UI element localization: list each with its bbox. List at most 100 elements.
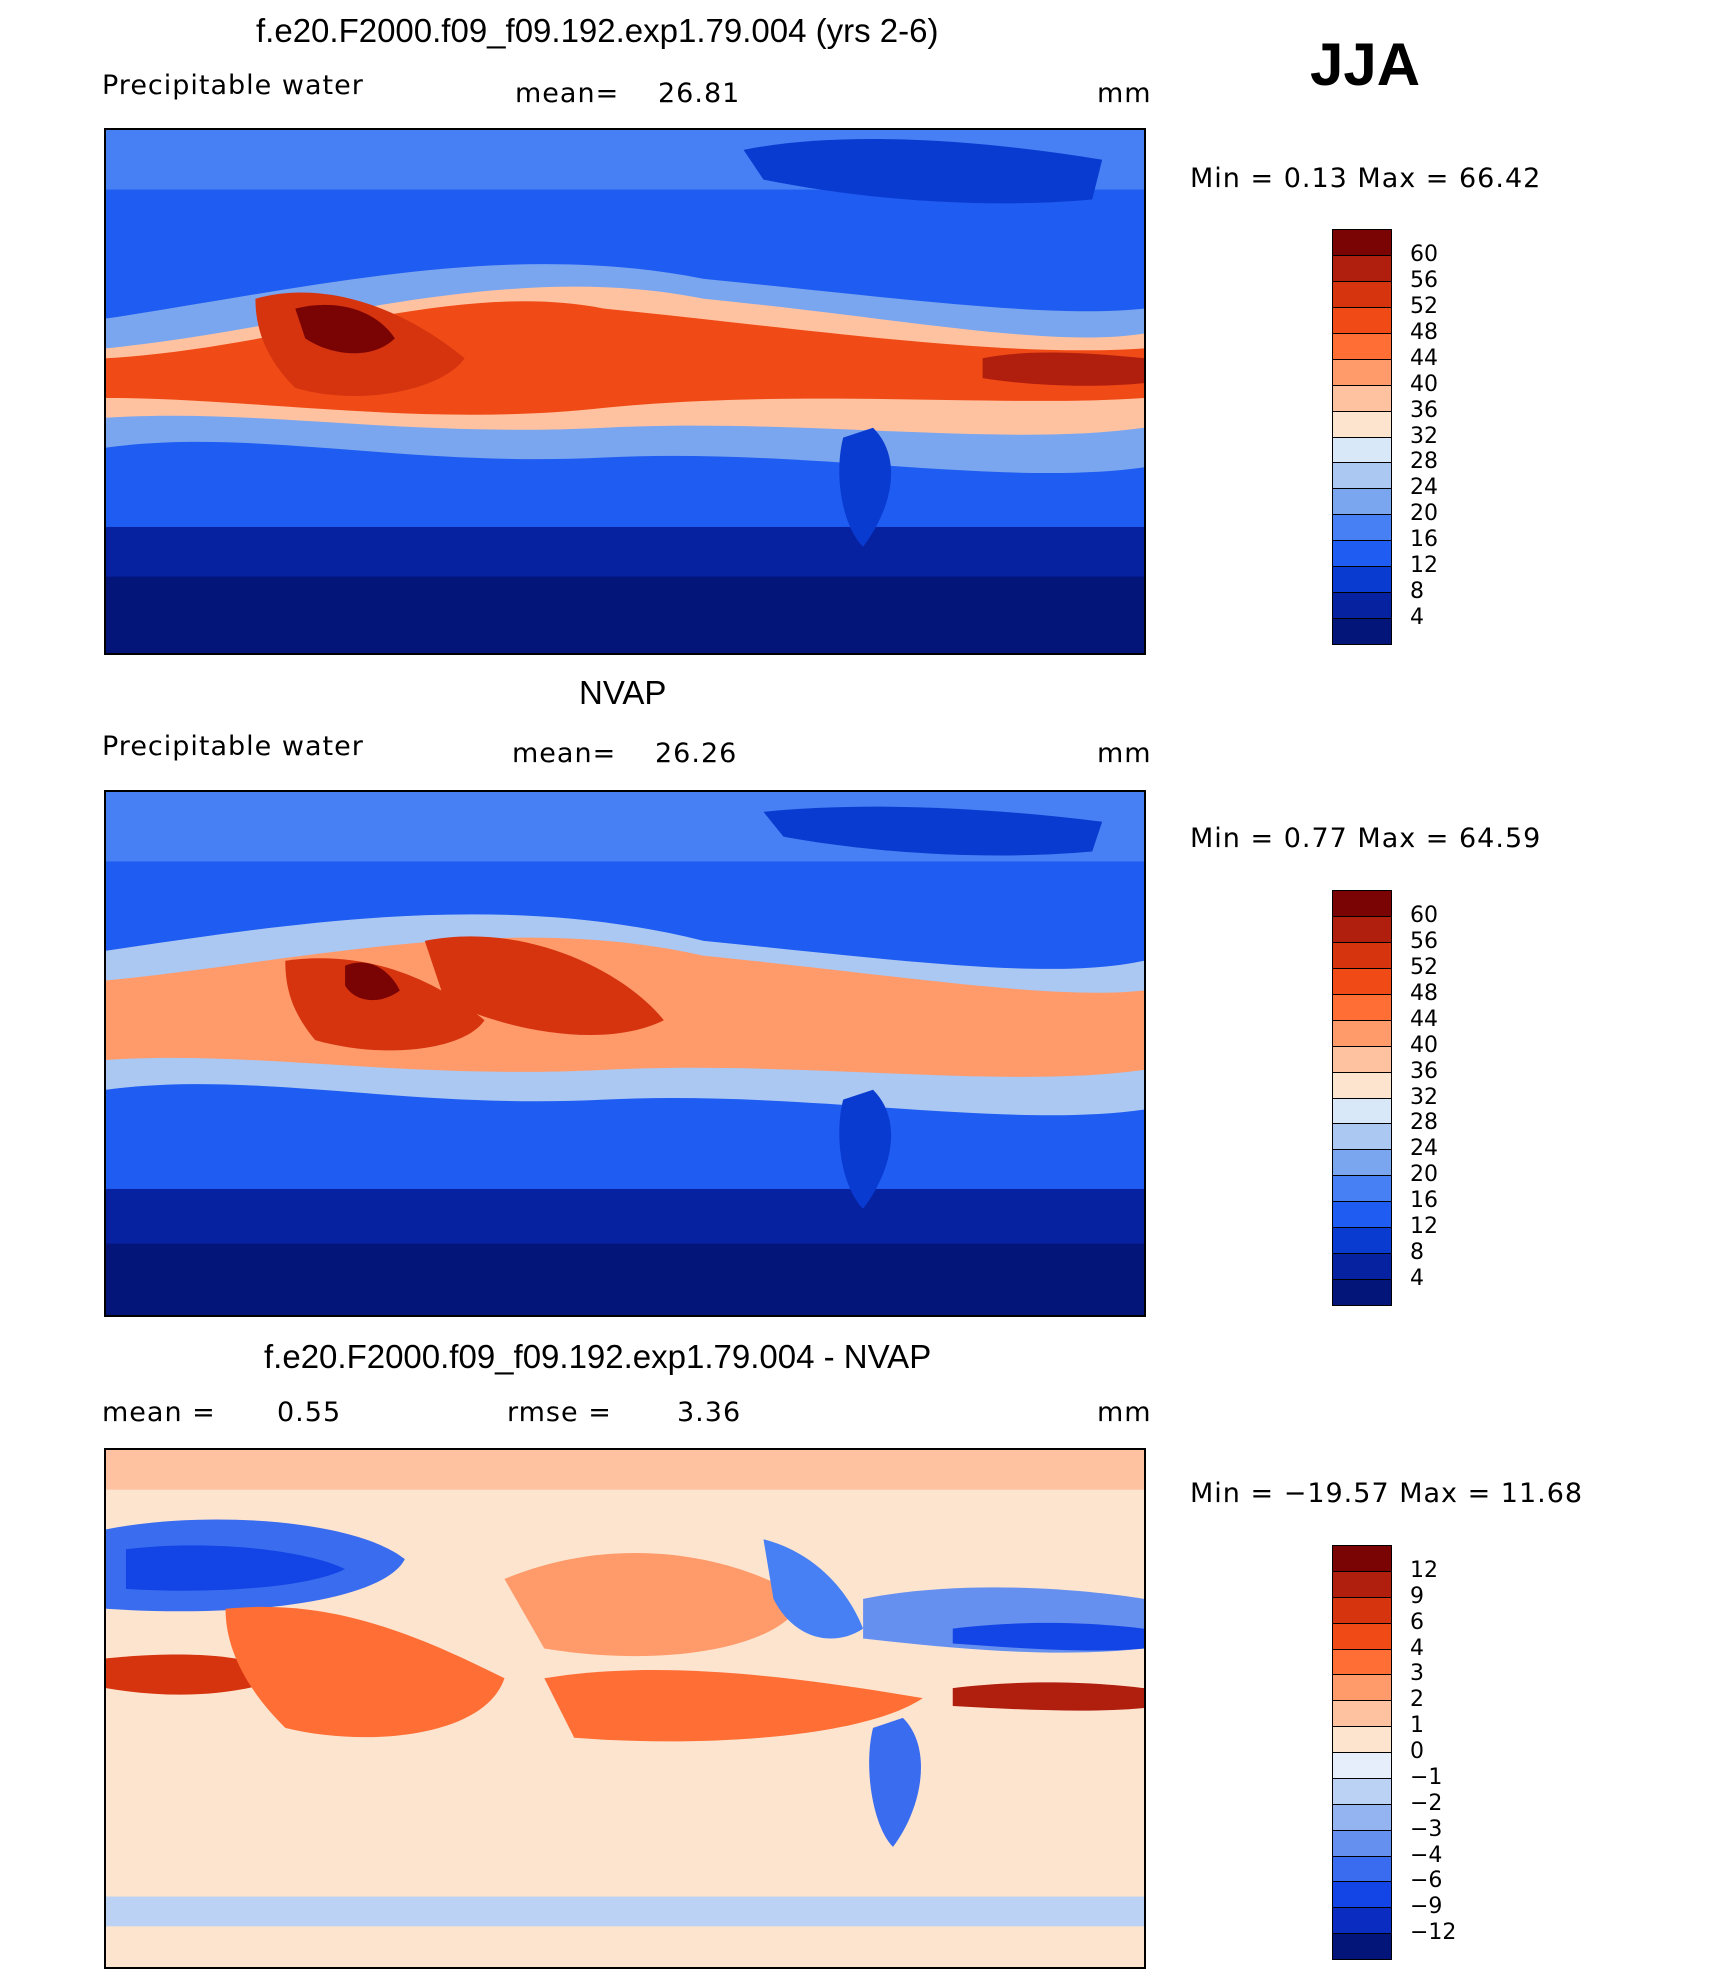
colorbar-tick-label: 40: [1410, 1032, 1438, 1058]
colorbar-tick-label: 56: [1410, 267, 1438, 293]
panel-1-variable-label: Precipitable water: [102, 70, 364, 101]
panel-1-units: mm: [1097, 78, 1152, 109]
colorbar-tick-label: 12: [1410, 1557, 1438, 1583]
colorbar-swatch: [1332, 941, 1392, 969]
colorbar-swatch: [1332, 1881, 1392, 1909]
colorbar-tick-label: 60: [1410, 902, 1438, 928]
panel-3-units: mm: [1097, 1397, 1152, 1428]
colorbar-swatch: [1332, 1674, 1392, 1702]
colorbar-tick-label: 12: [1410, 1214, 1438, 1240]
panel-2-mean-label: mean=: [512, 738, 617, 769]
colorbar-swatch: [1332, 410, 1392, 438]
colorbar-swatch: [1332, 1777, 1392, 1805]
colorbar-tick-label: 9: [1410, 1583, 1424, 1609]
colorbar-tick-label: 48: [1410, 980, 1438, 1006]
colorbar-tick-label: 56: [1410, 928, 1438, 954]
panel-2-minmax: Min = 0.77 Max = 64.59: [1190, 823, 1542, 854]
season-label: JJA: [1310, 31, 1421, 98]
colorbar-swatch: [1332, 967, 1392, 995]
colorbar-tick-label: 4: [1410, 1635, 1424, 1661]
panel-3-contour-field: [106, 1450, 1144, 1967]
colorbar-swatch: [1332, 1570, 1392, 1598]
colorbar-tick-label: 24: [1410, 1136, 1438, 1162]
colorbar-swatch: [1332, 1253, 1392, 1281]
panel-2-variable-label: Precipitable water: [102, 731, 364, 762]
colorbar-tick-label: 2: [1410, 1687, 1424, 1713]
colorbar-swatch: [1332, 993, 1392, 1021]
colorbar-swatch: [1332, 618, 1392, 645]
colorbar-swatch: [1332, 1545, 1392, 1572]
colorbar-swatch: [1332, 306, 1392, 334]
panel-1-minmax: Min = 0.13 Max = 66.42: [1190, 163, 1542, 194]
panel-3-rmse-label: rmse =: [507, 1397, 612, 1428]
colorbar-tick-label: 1: [1410, 1713, 1424, 1739]
panel-2-units: mm: [1097, 738, 1152, 769]
panel-3-map: [104, 1448, 1146, 1969]
colorbar-swatch: [1332, 915, 1392, 943]
colorbar-tick-label: 6: [1410, 1609, 1424, 1635]
colorbar-swatch: [1332, 1596, 1392, 1624]
colorbar-swatch: [1332, 566, 1392, 594]
colorbar-swatch: [1332, 332, 1392, 360]
colorbar-tick-label: 20: [1410, 1162, 1438, 1188]
colorbar-tick-label: 36: [1410, 1058, 1438, 1084]
colorbar-tick-label: 0: [1410, 1739, 1424, 1764]
colorbar-tick-label: 12: [1410, 553, 1438, 579]
colorbar-swatch: [1332, 1279, 1392, 1306]
colorbar-swatch: [1332, 1933, 1392, 1960]
colorbar-swatch: [1332, 1622, 1392, 1650]
colorbar-tick-label: 8: [1410, 1240, 1424, 1266]
colorbar-tick-label: 48: [1410, 319, 1438, 345]
colorbar-tick-label: 36: [1410, 397, 1438, 423]
colorbar-swatch: [1332, 1123, 1392, 1151]
colorbar-swatch: [1332, 1700, 1392, 1728]
colorbar-tick-label: 60: [1410, 241, 1438, 267]
panel-3-colorbar: 12 9 6 4 3 2 1 0 −1 −2 −3 −4 −6 −9 −12: [1332, 1545, 1456, 1960]
colorbar-tick-label: −6: [1410, 1868, 1443, 1894]
panel-2-title: NVAP: [579, 674, 667, 711]
panel-3-mean-label: mean =: [102, 1397, 216, 1428]
colorbar-swatch: [1332, 254, 1392, 282]
colorbar-swatch: [1332, 229, 1392, 256]
colorbar-swatch: [1332, 1855, 1392, 1883]
colorbar-tick-label: −1: [1410, 1764, 1443, 1790]
panel-2-colorbar: 60 56 52 48 44 40 36 32 28 24 20 16 12 8 4: [1332, 890, 1438, 1306]
panel-2-contour-field: [106, 792, 1144, 1315]
colorbar-swatch: [1332, 488, 1392, 516]
colorbar-tick-label: 40: [1410, 371, 1438, 397]
colorbar-swatch: [1332, 384, 1392, 412]
panel-3-title: f.e20.F2000.f09_f09.192.exp1.79.004 - NV…: [264, 1338, 932, 1375]
colorbar-tick-label: 32: [1410, 1084, 1438, 1110]
colorbar-tick-label: 3: [1410, 1661, 1424, 1687]
panel-3-minmax: Min = −19.57 Max = 11.68: [1190, 1478, 1584, 1509]
colorbar-tick-label: 28: [1410, 1110, 1438, 1136]
colorbar-tick-label: 52: [1410, 954, 1438, 980]
colorbar-swatch: [1332, 1829, 1392, 1857]
panel-1-title: f.e20.F2000.f09_f09.192.exp1.79.004 (yrs…: [256, 12, 939, 49]
colorbar-tick-label: 8: [1410, 579, 1424, 605]
colorbar-tick-label: −3: [1410, 1816, 1443, 1842]
colorbar-tick-label: 4: [1410, 605, 1424, 631]
colorbar-swatch: [1332, 1149, 1392, 1177]
colorbar-swatch: [1332, 436, 1392, 464]
colorbar-tick-label: 44: [1410, 345, 1438, 371]
colorbar-swatch: [1332, 1752, 1392, 1779]
colorbar-swatch: [1332, 358, 1392, 386]
colorbar-tick-label: 28: [1410, 449, 1438, 475]
colorbar-swatch: [1332, 514, 1392, 542]
colorbar-swatch: [1332, 1227, 1392, 1255]
colorbar-swatch: [1332, 1097, 1392, 1125]
colorbar-tick-label: −2: [1410, 1790, 1443, 1816]
colorbar-tick-label: 16: [1410, 1188, 1438, 1214]
colorbar-swatch: [1332, 1019, 1392, 1047]
panel-1-mean-label: mean=: [515, 78, 620, 109]
colorbar-swatch: [1332, 1045, 1392, 1073]
colorbar-swatch: [1332, 592, 1392, 620]
colorbar-swatch: [1332, 890, 1392, 917]
colorbar-tick-label: 32: [1410, 423, 1438, 449]
colorbar-tick-label: 44: [1410, 1006, 1438, 1032]
colorbar-tick-label: −12: [1410, 1920, 1457, 1946]
panel-1-colorbar: 60 56 52 48 44 40 36 32 28 24 20 16 12 8 4: [1332, 229, 1438, 645]
colorbar-tick-label: −9: [1410, 1894, 1443, 1920]
colorbar-swatch: [1332, 280, 1392, 308]
